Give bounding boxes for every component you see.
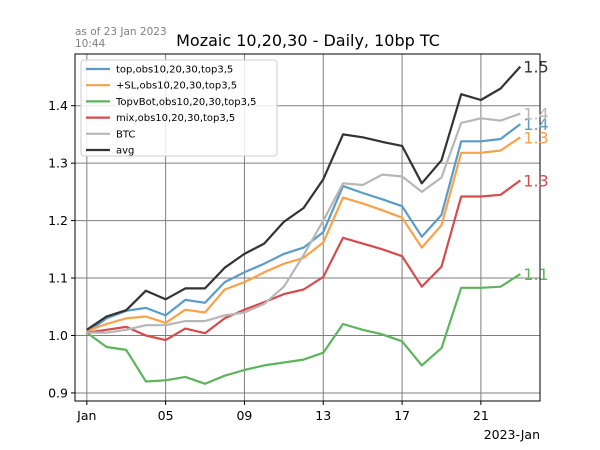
chart-title: Mozaic 10,20,30 - Daily, 10bp TC [176, 31, 440, 50]
legend-entry: top,obs10,20,30,top3,5 [116, 65, 233, 76]
y-tick-label: 1.1 [48, 271, 68, 286]
x-tick-label: 17 [394, 408, 410, 423]
y-tick-label: 1.0 [48, 328, 68, 343]
x-axis: Jan 05 09 13 17 21 [76, 401, 489, 423]
legend: top,obs10,20,30,top3,5 +SL,obs10,20,30,to… [80, 59, 278, 157]
y-axis: 0.9 1.0 1.1 1.2 1.3 1.4 [48, 98, 75, 400]
series-end-label: 1.3 [523, 171, 548, 190]
timestamp-time: 10:44 [75, 38, 106, 50]
y-tick-label: 1.4 [48, 98, 68, 113]
legend-entry: +SL,obs10,20,30,top3,5 [116, 81, 237, 92]
series-line [86, 179, 521, 342]
x-tick-label: 09 [236, 408, 252, 423]
legend-entry: BTC [116, 129, 135, 140]
series-line [86, 136, 521, 332]
y-tick-label: 1.2 [48, 213, 68, 228]
x-tick-label: 13 [315, 408, 331, 423]
series-lines [86, 65, 522, 385]
x-tick-label: Jan [76, 408, 96, 423]
series-line [86, 273, 521, 385]
series-line [86, 112, 521, 334]
series-end-label: 1.1 [523, 265, 548, 284]
y-tick-label: 1.3 [48, 156, 68, 171]
legend-box [80, 59, 278, 157]
timestamp-note: as of 23 Jan 2023 10:44 [75, 26, 167, 50]
x-offset-label: 2023-Jan [484, 427, 540, 442]
plot-frame [74, 53, 541, 402]
timestamp-date: as of 23 Jan 2023 [75, 26, 167, 38]
series-line [86, 65, 522, 331]
series-end-label: 1.5 [523, 58, 548, 77]
legend-entry: TopvBot,obs10,20,30,top3,5 [115, 97, 257, 108]
series-end-label: 1.3 [523, 128, 548, 147]
x-tick-label: 05 [158, 408, 174, 423]
legend-entry: mix,obs10,20,30,top3,5 [116, 113, 235, 124]
y-tick-label: 0.9 [48, 385, 68, 400]
series-end-label: 1.4 [523, 115, 548, 134]
end-labels: 1.41.31.11.31.41.5 [523, 58, 548, 284]
legend-entry: avg [116, 146, 134, 157]
series-end-label: 1.4 [523, 105, 548, 124]
x-tick-label: 21 [473, 408, 489, 423]
series-line [86, 123, 521, 334]
